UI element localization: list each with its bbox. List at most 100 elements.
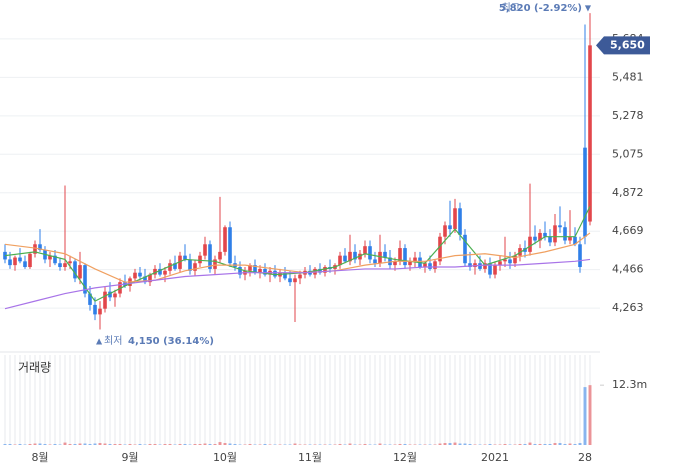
volume-bar <box>568 443 572 445</box>
candle-body <box>253 265 257 273</box>
volume-bar <box>8 444 12 445</box>
volume-bar <box>458 443 462 445</box>
candle-body <box>198 255 202 264</box>
volume-bar <box>398 444 402 445</box>
high-arrow: ▼ <box>585 4 592 13</box>
candle-body <box>263 268 267 275</box>
volume-bar <box>573 444 577 445</box>
candle-body <box>583 147 587 237</box>
candle-body <box>188 259 192 271</box>
low-arrow: ▲ <box>96 337 103 346</box>
candle-body <box>373 259 377 264</box>
y-tick-label: 5,075 <box>612 147 644 160</box>
candle-body <box>173 263 177 269</box>
candle-body <box>83 265 87 294</box>
high-label: 최고 <box>502 2 520 14</box>
volume-bar <box>198 444 202 445</box>
volume-bar <box>28 444 32 445</box>
candle-body <box>103 291 107 309</box>
volume-bar <box>523 444 527 445</box>
volume-bar <box>108 444 112 445</box>
candle-body <box>68 261 72 264</box>
candle-body <box>568 236 572 241</box>
candle-body <box>408 261 412 266</box>
v-tick-label: 12.3m <box>612 378 647 391</box>
volume-bar <box>588 385 592 445</box>
candle-body <box>403 248 407 266</box>
candle-body <box>293 278 297 283</box>
candle-body <box>48 255 52 260</box>
volume-bar <box>378 443 382 445</box>
volume-bar <box>558 443 562 445</box>
volume-bar <box>228 443 232 445</box>
candle-body <box>238 267 242 275</box>
volume-bar <box>438 443 442 445</box>
volume-bar <box>88 444 92 445</box>
volume-bar <box>203 443 207 445</box>
candle-body <box>183 255 187 260</box>
candle-body <box>348 251 352 262</box>
candle-body <box>8 259 12 266</box>
x-tick-label: 8월 <box>31 451 48 464</box>
candle-body <box>63 263 67 268</box>
candle-body <box>463 234 467 264</box>
volume-bar <box>248 444 252 445</box>
volume-bar <box>213 444 217 445</box>
candle-body <box>503 259 507 262</box>
volume-bar <box>18 444 22 445</box>
candle-body <box>13 257 17 266</box>
candle-body <box>113 293 117 298</box>
low-label: 최저 <box>104 335 122 347</box>
volume-bar <box>578 443 582 445</box>
candle-body <box>228 227 232 264</box>
candle-body <box>433 261 437 269</box>
candle-body <box>273 270 277 277</box>
volume-bar <box>488 444 492 445</box>
last-price: 5,650 <box>610 38 645 51</box>
candle-body <box>368 246 372 260</box>
volume-bar <box>63 442 67 445</box>
volume-bar <box>3 444 7 445</box>
candle-body <box>578 244 582 268</box>
candle-body <box>323 267 327 273</box>
candle-body <box>338 255 342 266</box>
volume-bar <box>83 443 87 445</box>
volume-bar <box>103 443 107 445</box>
candle-body <box>438 236 442 262</box>
volume-bar <box>293 443 297 445</box>
candle-body <box>153 268 157 275</box>
y-tick-label: 4,466 <box>612 263 644 276</box>
candle-body <box>258 268 262 273</box>
candle-body <box>288 278 292 283</box>
volume-bar <box>538 444 542 445</box>
candle-body <box>78 265 82 279</box>
volume-bar <box>363 444 367 445</box>
candle-body <box>208 244 212 269</box>
x-tick-label: 2021 <box>481 451 509 464</box>
candle-body <box>573 236 577 245</box>
y-tick-label: 4,263 <box>612 301 644 314</box>
candle-body <box>53 255 57 264</box>
candle-body <box>448 225 452 230</box>
volume-bar <box>463 443 467 445</box>
candle-body <box>343 255 347 262</box>
x-tick-label: 28 <box>578 451 592 464</box>
candle-body <box>388 257 392 266</box>
low-annotation: ▲ 최저 4,150 (36.14%) <box>96 335 214 347</box>
candle-body <box>18 257 22 262</box>
volume-bar <box>518 444 522 445</box>
candle-body <box>468 263 472 268</box>
grid <box>0 38 600 445</box>
volume-bar <box>148 444 152 445</box>
volume-bar <box>583 387 587 445</box>
candle-body <box>513 255 517 264</box>
candle-body <box>193 263 197 271</box>
candle-body <box>393 261 397 266</box>
x-tick-label: 10월 <box>213 451 237 464</box>
volume-bar <box>208 444 212 445</box>
candle-body <box>538 232 542 241</box>
volume-bar <box>448 443 452 445</box>
candle-body <box>493 265 497 275</box>
candle-body <box>378 251 382 264</box>
candle-body <box>298 274 302 279</box>
